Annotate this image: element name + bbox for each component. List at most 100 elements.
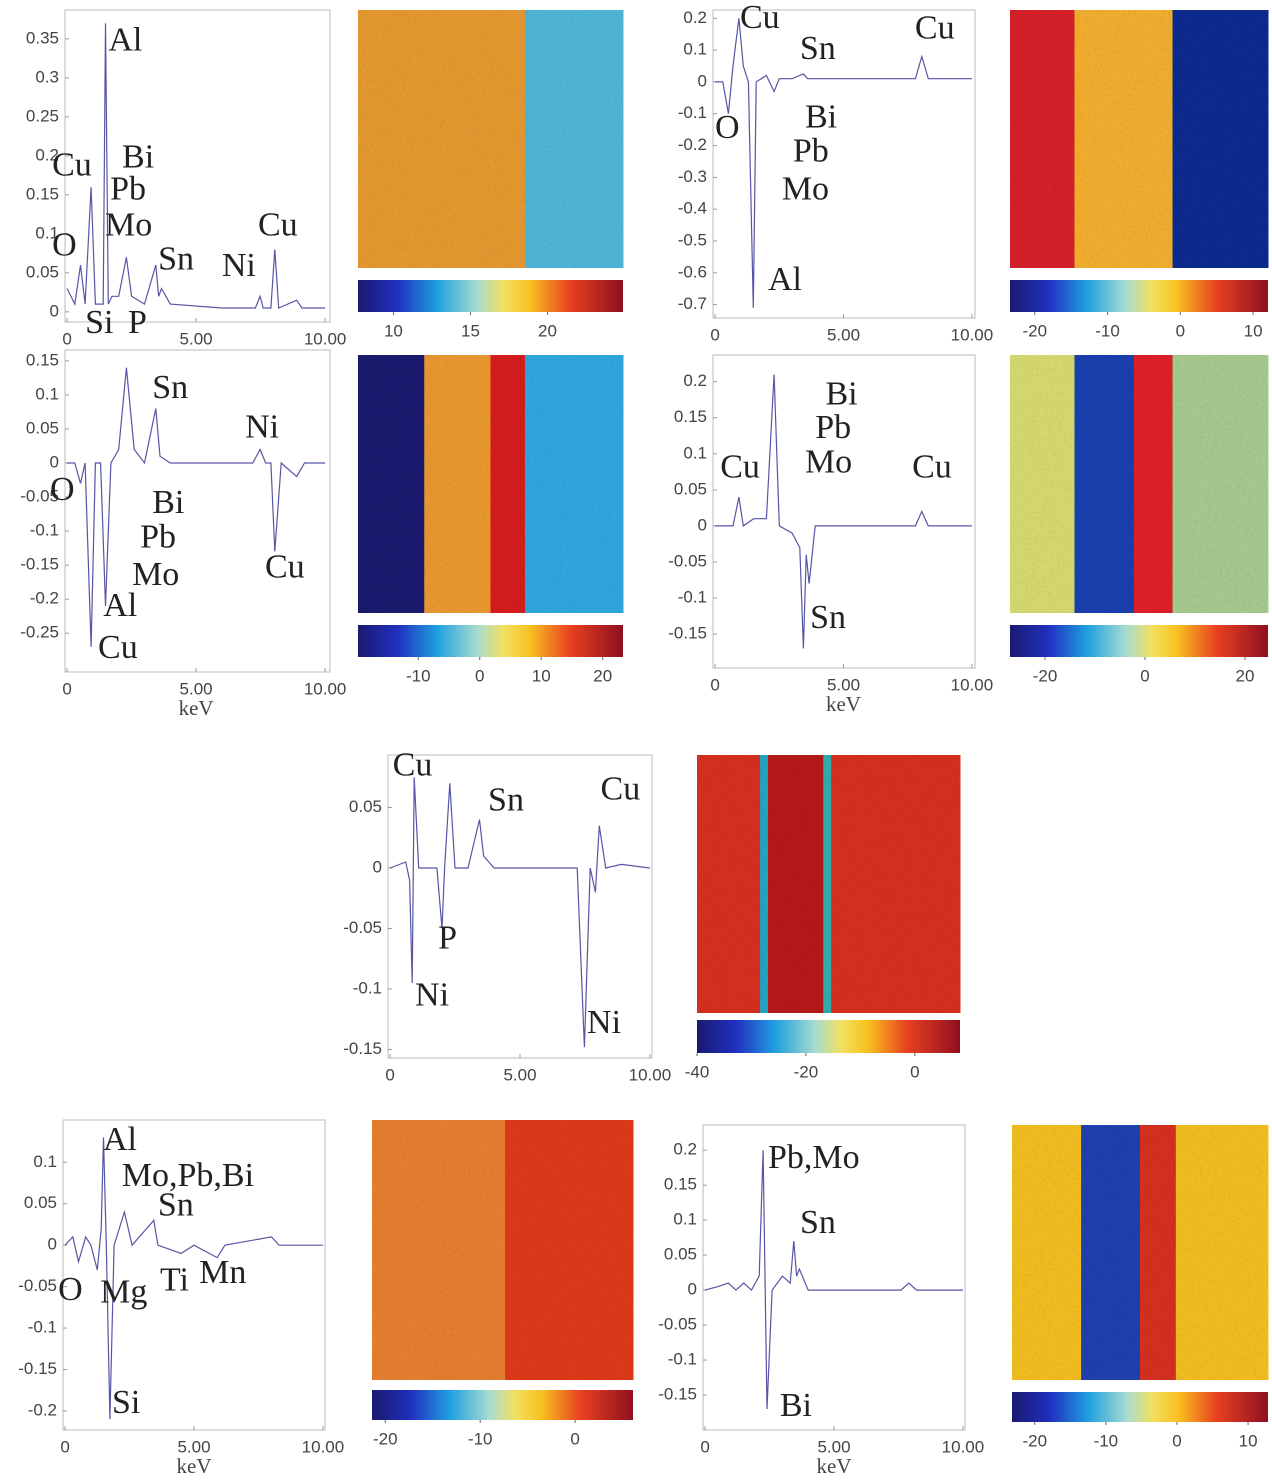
y-tick-label: -0.05 bbox=[658, 1315, 697, 1334]
y-tick-label: 0.15 bbox=[664, 1175, 697, 1194]
spectrum-line bbox=[715, 374, 972, 649]
peak-label: Si bbox=[85, 304, 113, 341]
x-tick-label: 0 bbox=[62, 329, 71, 348]
peak-label: Cu bbox=[258, 206, 298, 243]
peak-label: Cu bbox=[720, 448, 760, 485]
peak-label: Cu bbox=[740, 0, 780, 36]
map-texture bbox=[358, 355, 623, 613]
colorbar-tick-label: -10 bbox=[1095, 321, 1120, 340]
y-tick-label: -0.1 bbox=[678, 103, 707, 122]
y-tick-label: -0.15 bbox=[18, 1359, 57, 1378]
peak-label: Pb bbox=[110, 171, 146, 208]
colorbar-tick-label: -10 bbox=[406, 666, 431, 685]
peak-label: Cu bbox=[912, 448, 952, 485]
y-tick-label: 0 bbox=[688, 1280, 697, 1299]
x-tick-label: 5.00 bbox=[827, 675, 860, 694]
peak-label: Pb,Mo bbox=[768, 1139, 860, 1176]
y-tick-label: 0.2 bbox=[35, 145, 59, 164]
colorbar-tick-label: 10 bbox=[532, 666, 551, 685]
y-tick-label: 0 bbox=[373, 858, 382, 877]
colorbar-tick-label: -10 bbox=[468, 1429, 493, 1448]
peak-label: Ni bbox=[222, 247, 256, 284]
y-tick-label: -0.15 bbox=[668, 624, 707, 643]
peak-label: Cu bbox=[265, 549, 305, 586]
y-tick-label: -0.25 bbox=[20, 623, 59, 642]
peak-label: Bi bbox=[805, 99, 837, 136]
peak-label: Bi bbox=[122, 139, 154, 176]
peak-label: Sn bbox=[800, 1204, 836, 1241]
colorbar-tick-label: 10 bbox=[384, 321, 403, 340]
y-tick-label: -0.6 bbox=[678, 262, 707, 281]
x-tick-label: 10.00 bbox=[304, 679, 347, 698]
colorbar bbox=[372, 1390, 633, 1420]
colorbar-tick-label: 0 bbox=[1140, 666, 1149, 685]
x-tick-label: 5.00 bbox=[827, 325, 860, 344]
peak-label: Mg bbox=[100, 1274, 147, 1311]
peak-label: Mo bbox=[105, 206, 152, 243]
y-tick-label: -0.5 bbox=[678, 230, 707, 249]
y-tick-label: 0.05 bbox=[349, 797, 382, 816]
plot-frame bbox=[712, 9, 976, 319]
peak-label: Bi bbox=[152, 484, 184, 521]
peak-label: Cu bbox=[393, 746, 433, 783]
colorbar-tick-label: -20 bbox=[1022, 321, 1047, 340]
x-tick-label: 5.00 bbox=[503, 1065, 536, 1084]
y-tick-label: 0.1 bbox=[683, 40, 707, 59]
y-tick-label: 0.15 bbox=[26, 184, 59, 203]
peak-label: P bbox=[128, 304, 147, 341]
x-axis-label: keV bbox=[177, 1454, 212, 1478]
y-tick-label: -0.3 bbox=[678, 167, 707, 186]
colorbar-tick-label: 10 bbox=[1244, 321, 1263, 340]
peak-label: Mo bbox=[132, 556, 179, 593]
colorbar bbox=[1010, 280, 1268, 312]
y-tick-label: -0.1 bbox=[353, 979, 382, 998]
y-tick-label: 0.25 bbox=[26, 106, 59, 125]
peak-label: Pb bbox=[793, 133, 829, 170]
x-tick-label: 0 bbox=[710, 325, 719, 344]
colorbar-tick-label: -20 bbox=[794, 1062, 819, 1081]
peak-label: Si bbox=[112, 1384, 140, 1421]
peak-label: Pb bbox=[815, 409, 851, 446]
x-tick-label: 0 bbox=[710, 675, 719, 694]
peak-label: Pb bbox=[140, 519, 176, 556]
x-tick-label: 0 bbox=[60, 1437, 69, 1456]
peak-label: O bbox=[715, 109, 740, 146]
y-tick-label: 0 bbox=[698, 515, 707, 534]
peak-label: Al bbox=[103, 1121, 137, 1158]
x-tick-label: 10.00 bbox=[629, 1065, 672, 1084]
peak-label: Mo,Pb,Bi bbox=[122, 1157, 254, 1194]
x-tick-label: 10.00 bbox=[951, 675, 994, 694]
y-tick-label: -0.1 bbox=[30, 521, 59, 540]
x-tick-label: 0 bbox=[62, 679, 71, 698]
x-tick-label: 5.00 bbox=[180, 679, 213, 698]
x-axis-label: keV bbox=[826, 692, 861, 716]
map-texture bbox=[697, 755, 960, 1013]
colorbar bbox=[1010, 625, 1268, 657]
x-tick-label: 0 bbox=[385, 1065, 394, 1084]
x-tick-label: 5.00 bbox=[180, 329, 213, 348]
y-tick-label: 0.1 bbox=[35, 223, 59, 242]
peak-label: Sn bbox=[158, 1187, 194, 1224]
y-tick-label: 0.2 bbox=[673, 1140, 697, 1159]
peak-label: Sn bbox=[488, 781, 524, 818]
colorbar-tick-label: 0 bbox=[1176, 321, 1185, 340]
plot-frame bbox=[712, 354, 976, 669]
x-tick-label: 10.00 bbox=[942, 1437, 985, 1456]
plot-frame bbox=[64, 349, 331, 673]
y-tick-label: 0 bbox=[50, 301, 59, 320]
x-tick-label: 5.00 bbox=[817, 1437, 850, 1456]
colorbar bbox=[697, 1020, 960, 1053]
colorbar bbox=[358, 625, 623, 657]
y-tick-label: 0 bbox=[50, 452, 59, 471]
y-tick-label: 0.35 bbox=[26, 28, 59, 47]
peak-label: Sn bbox=[800, 30, 836, 67]
y-tick-label: -0.05 bbox=[20, 487, 59, 506]
colorbar-tick-label: 20 bbox=[1236, 666, 1255, 685]
peak-label: Bi bbox=[780, 1387, 812, 1424]
colorbar-tick-label: 15 bbox=[461, 321, 480, 340]
peak-label: Sn bbox=[152, 369, 188, 406]
peak-label: Cu bbox=[52, 146, 92, 183]
y-tick-label: 0.15 bbox=[26, 350, 59, 369]
y-tick-label: -0.05 bbox=[668, 551, 707, 570]
